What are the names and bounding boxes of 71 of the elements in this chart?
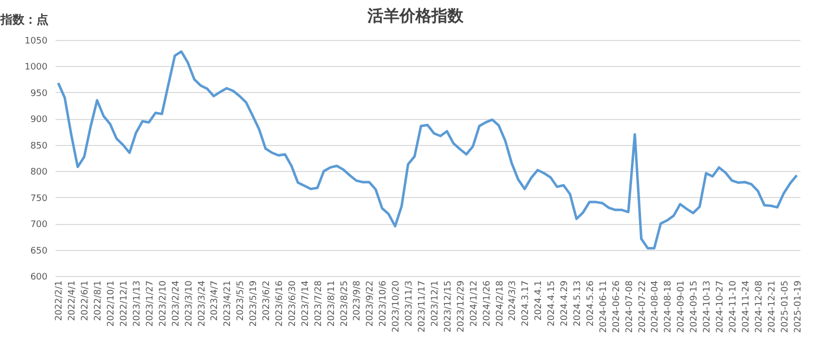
x-tick-label: 2024/3/3 xyxy=(508,280,518,321)
x-tick-label: 2023/5/19 xyxy=(249,280,260,327)
x-tick-label: 2024-08-18 xyxy=(664,280,674,333)
chart-title: 活羊价格指数 xyxy=(368,6,464,25)
x-tick-label: 2023/8/25 xyxy=(340,280,350,327)
x-tick-label: 2023/2/24 xyxy=(171,280,182,327)
line-series xyxy=(56,50,798,250)
y-tick-label: 1050 xyxy=(24,36,48,46)
x-tick-label: 2023/9/8 xyxy=(352,280,363,321)
x-tick-label: 2024.4.1 xyxy=(534,280,544,321)
x-tick-label: 2022/2/1 xyxy=(54,280,65,321)
x-tick-label: 2023/10/6 xyxy=(378,280,389,327)
x-tick-label: 2024.4.29 xyxy=(560,280,570,326)
x-tick-label: 2024-11-24 xyxy=(741,280,752,333)
y-tick-label: 950 xyxy=(30,88,48,99)
x-tick-label: 2023/4/21 xyxy=(223,280,234,327)
x-tick-label: 2022/10/1 xyxy=(106,280,117,327)
x-tick-label: 2024-12-21 xyxy=(767,280,778,333)
x-tick-label: 2024.5.26 xyxy=(586,280,596,326)
x-tick-label: 2023/12/29 xyxy=(456,280,466,332)
x-tick-label: 2024.5.13 xyxy=(573,280,583,326)
y-tick-label: 700 xyxy=(30,220,48,230)
x-tick-label: 2024/1/26 xyxy=(482,280,492,327)
x-tick-label: 2023/6/2 xyxy=(262,280,272,321)
y-tick-label: 900 xyxy=(30,115,48,126)
x-tick-label: 2023/11/17 xyxy=(418,280,428,332)
x-tick-label: 2024-10-27 xyxy=(716,280,726,333)
x-tick-label: 2023/6/30 xyxy=(288,280,298,327)
x-tick-label: 2025-01-05 xyxy=(780,280,790,333)
y-tick-label: 750 xyxy=(30,194,48,204)
x-tick-label: 2024-10-13 xyxy=(702,280,713,333)
y-tick-label: 800 xyxy=(30,168,48,178)
x-tick-label: 2024-07-08 xyxy=(624,280,635,333)
x-tick-label: 2023/11/3 xyxy=(404,280,415,327)
x-tick-label: 2023/10/20 xyxy=(392,280,402,332)
x-tick-label: 2023/2/10 xyxy=(158,280,168,327)
x-tick-label: 2024-07-22 xyxy=(638,280,648,333)
x-tick-label: 2023/12/15 xyxy=(443,280,454,332)
y-tick-label: 850 xyxy=(30,141,48,152)
y-tick-label: 650 xyxy=(30,246,48,256)
x-tick-label: 2022/8/1 xyxy=(94,280,104,321)
x-tick-label: 2022/4/1 xyxy=(68,280,78,321)
x-tick-label: 2024-08-04 xyxy=(650,280,661,333)
x-tick-label: 2023/8/11 xyxy=(326,280,337,327)
x-tick-label: 2023/3/10 xyxy=(184,280,194,327)
x-tick-label: 2024-06-26 xyxy=(612,280,622,333)
x-tick-label: 2024-06-11 xyxy=(598,280,609,333)
x-tick-label: 2024-09-01 xyxy=(676,280,687,333)
x-tick-label: 2023/9/22 xyxy=(366,280,376,327)
y-tick-label: 600 xyxy=(30,272,48,282)
x-tick-label: 2025-01-19 xyxy=(793,280,804,333)
x-tick-label: 2023/5/5 xyxy=(236,280,246,321)
y-tick-label: 1000 xyxy=(24,62,48,73)
x-tick-label: 2024-12-08 xyxy=(754,280,764,333)
x-tick-label: 2024.3.17 xyxy=(521,280,532,326)
x-tick-label: 2023/12/1 xyxy=(430,280,440,327)
x-tick-label: 2024-09-15 xyxy=(690,280,700,333)
x-tick-label: 2022/6/1 xyxy=(80,280,91,321)
y-axis-title: 指数：点 xyxy=(0,12,48,26)
x-tick-label: 2024-11-10 xyxy=(728,280,738,333)
x-tick-label: 2022/12/1 xyxy=(120,280,130,327)
x-tick-label: 2023/1/27 xyxy=(145,280,156,327)
x-tick-label: 2024/2/18 xyxy=(495,280,506,327)
x-tick-label: 2023/7/14 xyxy=(300,280,311,327)
x-tick-label: 2023/6/16 xyxy=(275,280,285,327)
x-tick-label: 2023/4/7 xyxy=(210,280,220,321)
x-tick-label: 2023/7/28 xyxy=(314,280,324,327)
x-tick-label: 2023/3/24 xyxy=(197,280,208,327)
x-tick-label: 2023/1/13 xyxy=(132,280,142,327)
x-tick-label: 2024/1/12 xyxy=(469,280,480,327)
x-tick-label: 2024.4.15 xyxy=(547,280,558,326)
